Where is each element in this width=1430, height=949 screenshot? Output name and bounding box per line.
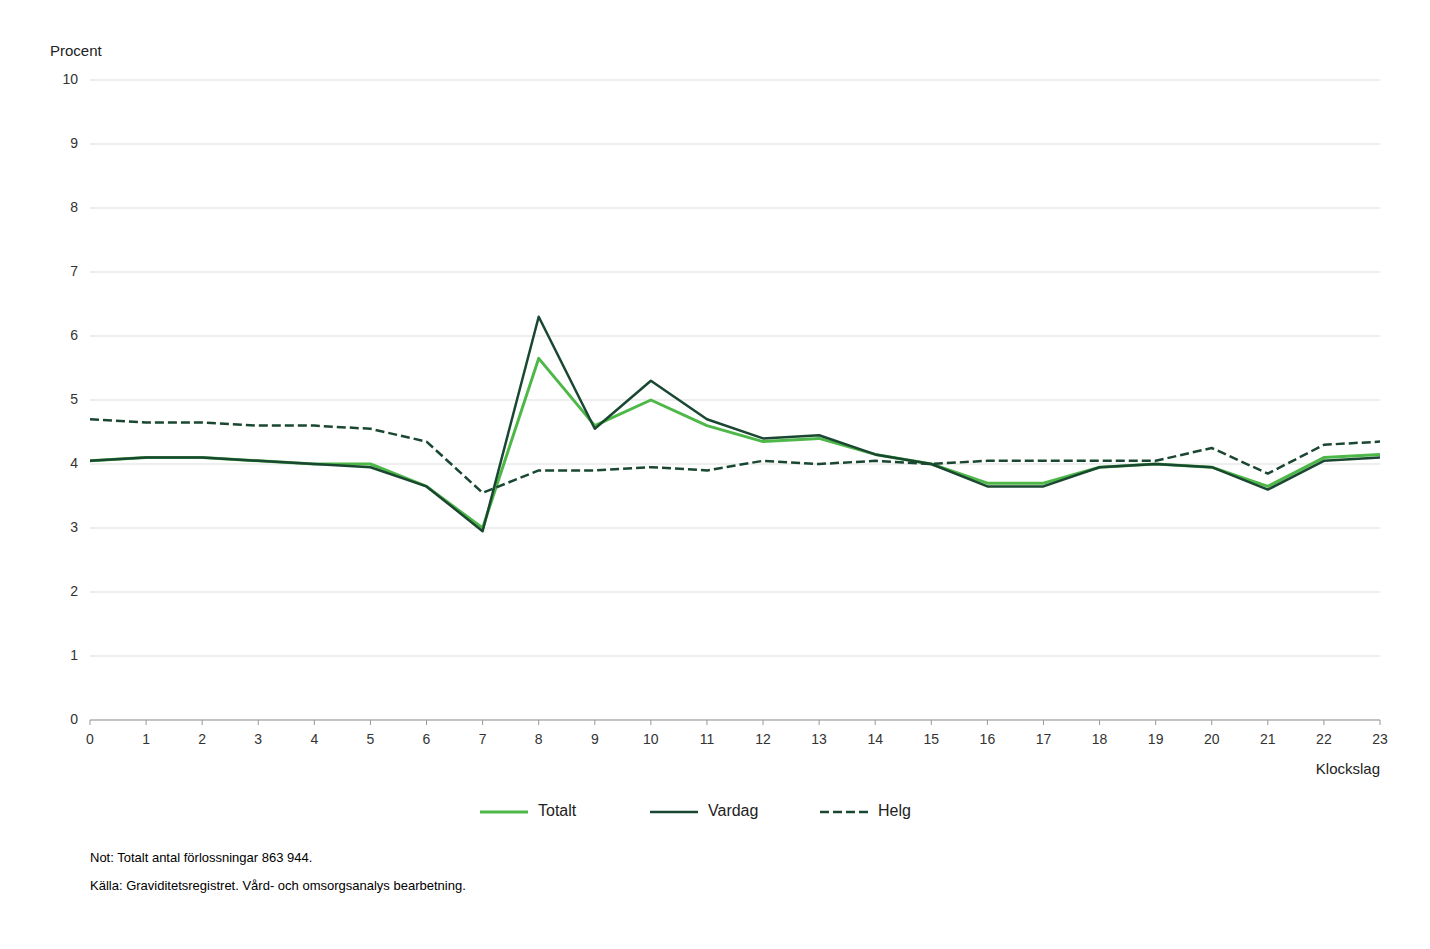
chart: 0123456789100123456789101112131415161718… (0, 0, 1430, 949)
grid-line (90, 208, 1380, 209)
x-tick (90, 720, 91, 725)
x-tick-label: 4 (310, 731, 318, 747)
x-tick-label: 12 (755, 731, 771, 747)
legend-label: Vardag (708, 802, 758, 819)
x-tick-label: 5 (367, 731, 375, 747)
x-tick-label: 23 (1372, 731, 1388, 747)
note: Källa: Graviditetsregistret. Vård- och o… (90, 878, 466, 893)
x-tick-label: 16 (980, 731, 996, 747)
grid-line (90, 336, 1380, 337)
legend-swatch (480, 811, 528, 814)
series-line (90, 317, 1380, 531)
grid-line (90, 528, 1380, 529)
y-tick-label: 8 (70, 199, 78, 215)
x-tick (314, 720, 315, 725)
x-tick (931, 720, 932, 725)
x-tick (538, 720, 539, 725)
x-tick-label: 22 (1316, 731, 1332, 747)
x-tick (1043, 720, 1044, 725)
note: Not: Totalt antal förlossningar 863 944. (90, 850, 312, 865)
x-tick-label: 21 (1260, 731, 1276, 747)
x-tick (1380, 720, 1381, 725)
y-tick-label: 2 (70, 583, 78, 599)
y-tick-label: 1 (70, 647, 78, 663)
x-tick (258, 720, 259, 725)
x-tick (370, 720, 371, 725)
x-tick-label: 13 (811, 731, 827, 747)
grid-line (90, 592, 1380, 593)
legend: Totalt Vardag Helg (480, 802, 911, 819)
grid-line (90, 400, 1380, 401)
x-axis: 01234567891011121314151617181920212223 (86, 720, 1388, 747)
x-tick-label: 3 (254, 731, 262, 747)
x-axis-label: Klockslag (1316, 760, 1380, 777)
x-tick (1323, 720, 1324, 725)
x-tick-label: 6 (423, 731, 431, 747)
x-tick (1267, 720, 1268, 725)
series-line (90, 358, 1380, 528)
lines (90, 317, 1380, 531)
x-tick (594, 720, 595, 725)
grid-line (90, 144, 1380, 145)
y-tick-label: 7 (70, 263, 78, 279)
legend-swatch (650, 811, 698, 814)
series-line (90, 419, 1380, 493)
x-tick-label: 15 (924, 731, 940, 747)
y-axis: 0 1 2 3 4 5 6 7 8 9 10 (62, 71, 1380, 727)
x-tick (426, 720, 427, 725)
legend-label: Totalt (538, 802, 577, 819)
x-tick (1099, 720, 1100, 725)
legend-label: Helg (878, 802, 911, 819)
grid-line (90, 272, 1380, 273)
x-tick-label: 14 (867, 731, 883, 747)
y-tick-label: 9 (70, 135, 78, 151)
x-tick (819, 720, 820, 725)
y-tick-label: 5 (70, 391, 78, 407)
x-tick (146, 720, 147, 725)
x-tick-label: 9 (591, 731, 599, 747)
y-axis-label: Procent (50, 42, 103, 59)
x-tick (987, 720, 988, 725)
y-tick-label: 4 (70, 455, 78, 471)
y-tick-label: 0 (70, 711, 78, 727)
y-tick-label: 6 (70, 327, 78, 343)
x-axis-line (90, 720, 1380, 721)
x-tick-label: 1 (142, 731, 150, 747)
legend-swatch (820, 811, 868, 814)
y-tick-label: 10 (62, 71, 78, 87)
x-tick (1155, 720, 1156, 725)
x-tick-label: 20 (1204, 731, 1220, 747)
grid-line (90, 656, 1380, 657)
x-tick (650, 720, 651, 725)
y-tick-label: 3 (70, 519, 78, 535)
x-tick-label: 10 (643, 731, 659, 747)
x-tick-label: 19 (1148, 731, 1164, 747)
x-tick-label: 18 (1092, 731, 1108, 747)
x-tick-label: 8 (535, 731, 543, 747)
x-tick (202, 720, 203, 725)
x-tick (706, 720, 707, 725)
x-tick-label: 7 (479, 731, 487, 747)
grid-line (90, 720, 1380, 721)
x-tick-label: 0 (86, 731, 94, 747)
x-tick (482, 720, 483, 725)
x-tick-label: 11 (700, 731, 715, 747)
x-tick (1211, 720, 1212, 725)
x-tick (763, 720, 764, 725)
x-tick-label: 2 (198, 731, 206, 747)
grid-line (90, 80, 1380, 81)
x-tick (875, 720, 876, 725)
x-tick-label: 17 (1036, 731, 1052, 747)
